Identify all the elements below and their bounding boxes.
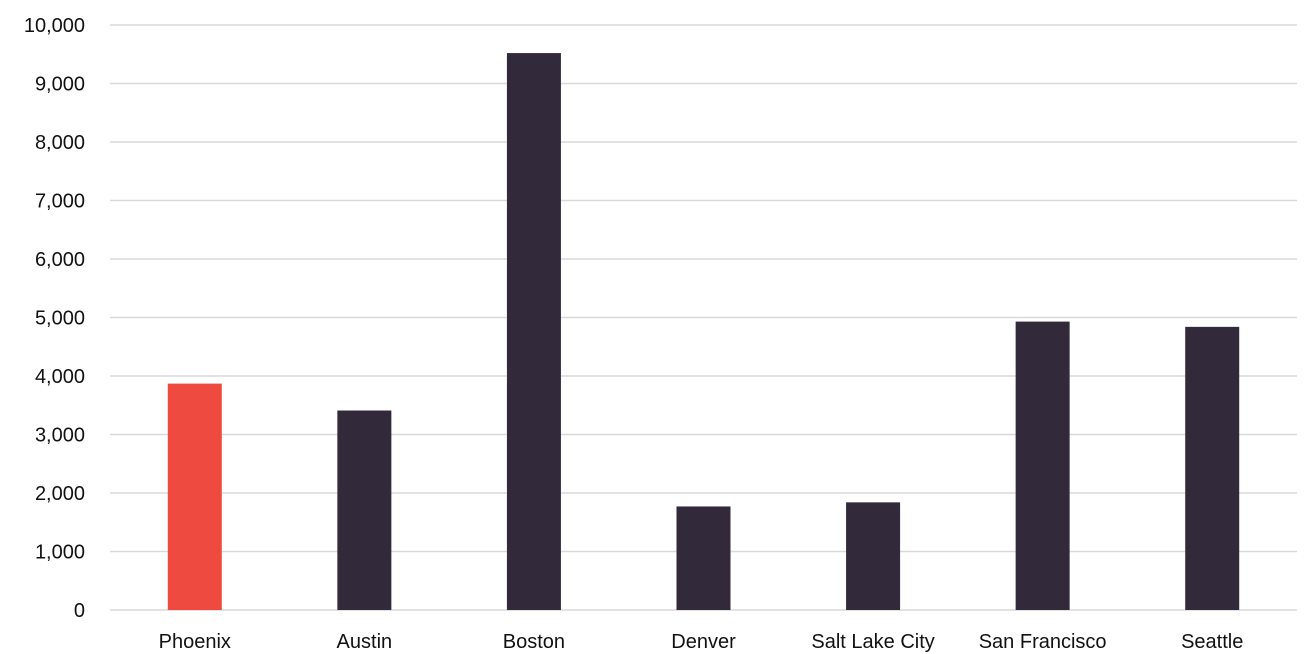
y-tick-label: 0 <box>74 600 85 622</box>
y-tick-label: 6,000 <box>35 249 85 271</box>
bar-austin <box>337 410 392 610</box>
y-tick-label: 1,000 <box>35 542 85 564</box>
y-tick-label: 2,000 <box>35 483 85 505</box>
bars <box>167 53 1240 610</box>
bar-denver <box>676 506 731 610</box>
gridlines <box>110 24 1297 611</box>
bar-boston <box>506 53 561 610</box>
y-tick-label: 8,000 <box>35 132 85 154</box>
y-tick-label: 10,000 <box>24 15 85 37</box>
x-category-label: Austin <box>337 631 393 653</box>
y-tick-label: 9,000 <box>35 74 85 96</box>
x-category-label: Denver <box>671 631 736 653</box>
bar-seattle <box>1185 326 1240 610</box>
bar-san-francisco <box>1015 321 1070 610</box>
x-axis-category-labels: Phoenix Austin Boston Denver Salt Lake City S… <box>159 631 1244 653</box>
y-tick-label: 7,000 <box>35 191 85 213</box>
y-tick-label: 4,000 <box>35 366 85 388</box>
x-category-label: Seattle <box>1181 631 1243 653</box>
x-category-label: Boston <box>503 631 565 653</box>
y-tick-label: 3,000 <box>35 425 85 447</box>
x-category-label: Salt Lake City <box>811 631 934 653</box>
x-category-label: Phoenix <box>159 631 231 653</box>
bar-phoenix <box>167 383 222 610</box>
y-axis-tick-labels: 0 1,000 2,000 3,000 4,000 5,000 6,000 7,000 8,00… <box>24 15 85 622</box>
x-category-label: San Francisco <box>979 631 1107 653</box>
y-tick-label: 5,000 <box>35 308 85 330</box>
bar-salt-lake-city <box>846 502 901 610</box>
